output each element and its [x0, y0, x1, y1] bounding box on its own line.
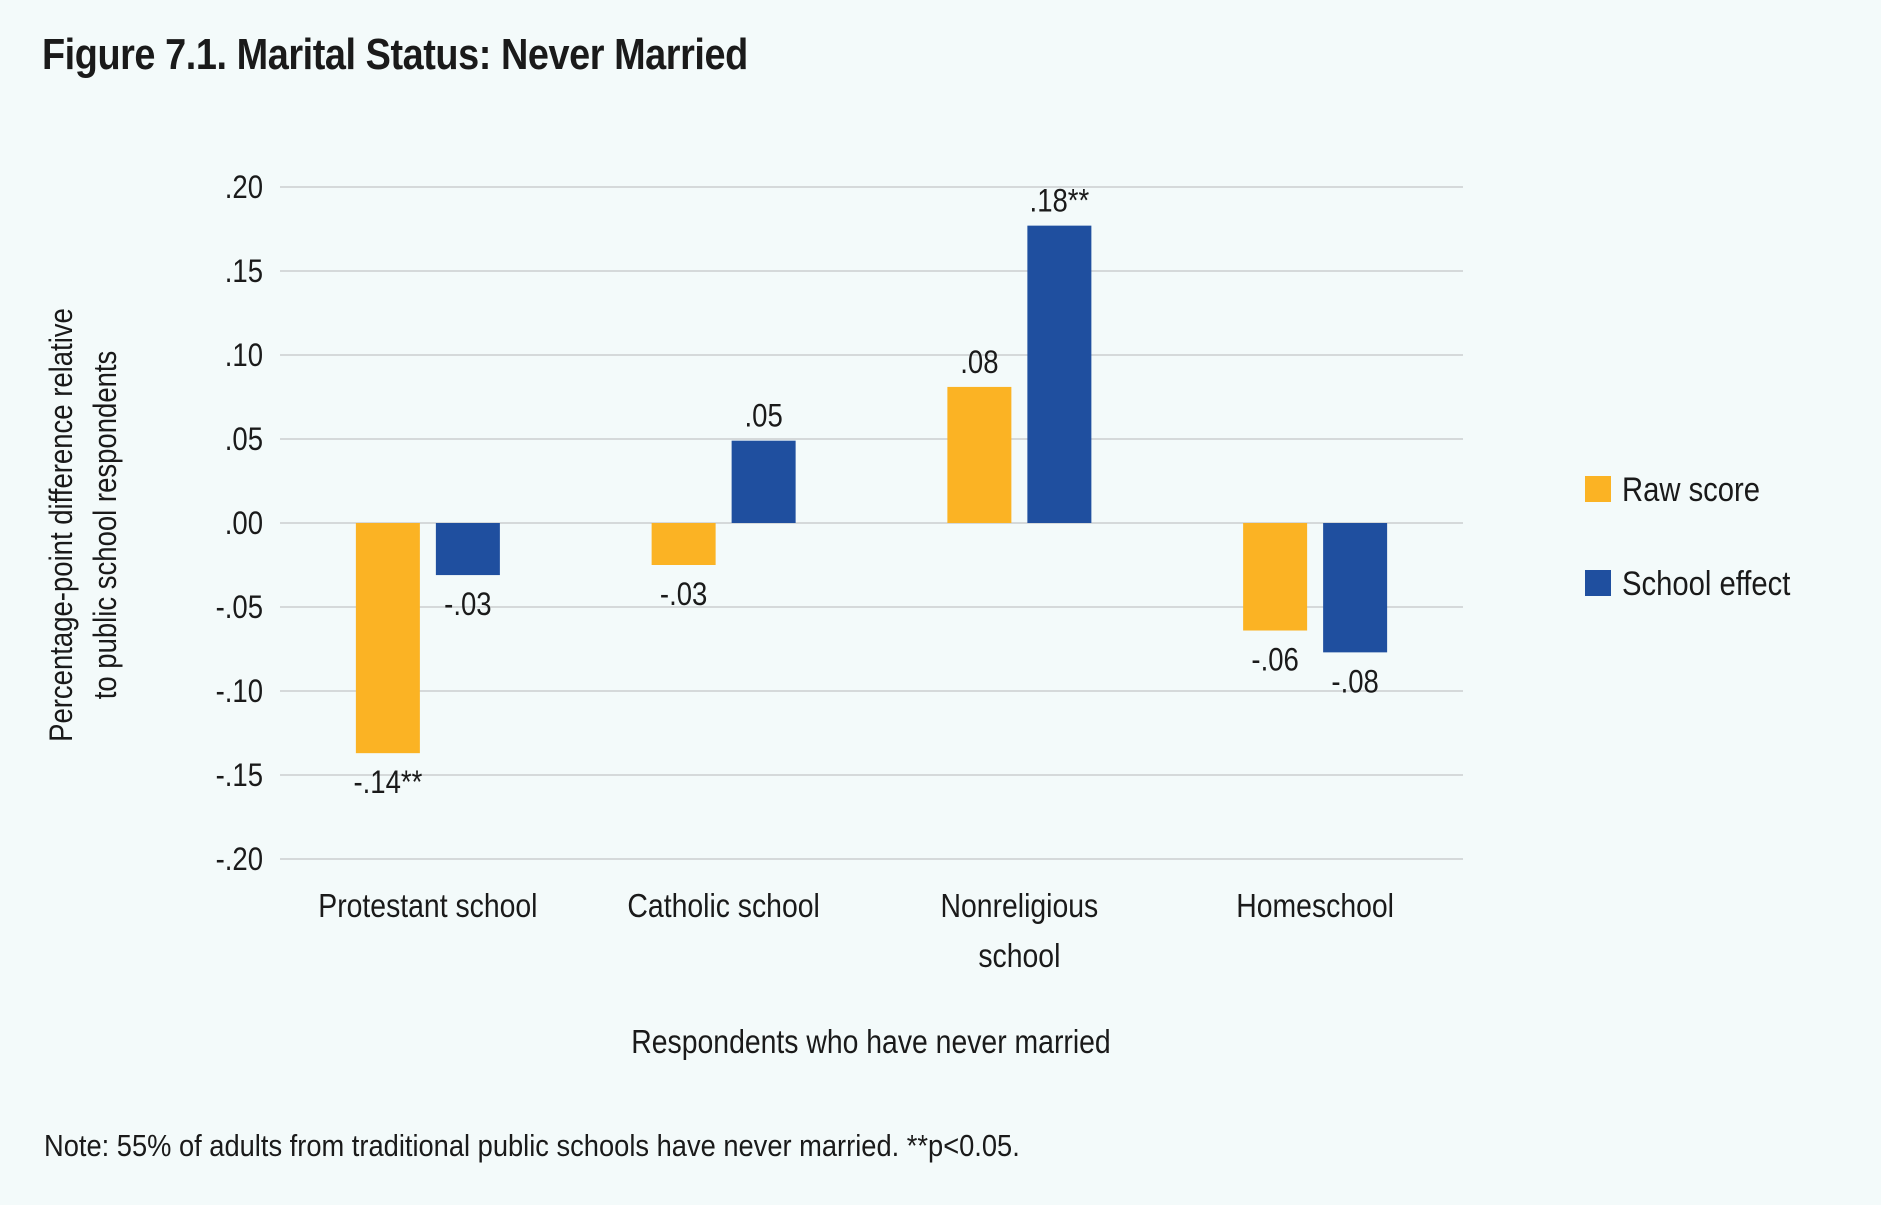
data-label: -.03 [660, 577, 707, 612]
data-label: -.03 [444, 587, 491, 622]
x-category-label: Homeschool [1236, 887, 1394, 925]
y-tick-label: .10 [225, 338, 263, 373]
bar-school-effect [1323, 523, 1388, 653]
y-axis-title: Percentage-point difference relative [44, 308, 79, 742]
bar-school-effect [731, 440, 796, 523]
x-axis-title: Respondents who have never married [631, 1023, 1110, 1061]
y-tick-label: -.15 [216, 758, 263, 793]
figure-title: Figure 7.1. Marital Status: Never Marrie… [42, 30, 748, 79]
legend-swatch [1585, 570, 1611, 596]
data-label: .05 [745, 399, 783, 434]
x-category-label: school [978, 937, 1060, 975]
x-category-label: Catholic school [627, 887, 819, 925]
data-label: -.06 [1251, 643, 1298, 678]
bar-raw-score [355, 523, 420, 754]
axis-titles: Respondents who have never married Percen… [44, 308, 1111, 1060]
y-tick-label: .05 [225, 422, 263, 457]
x-category-label: Protestant school [318, 887, 537, 925]
y-axis-ticks: .20 .15 .10 .05 .00 -.05 -.10 -.15 -.20 [216, 170, 263, 877]
y-tick-label: .20 [225, 170, 263, 205]
data-labels: -.14** -.03 -.03 .05 .08 .18** -.06 -.08 [353, 184, 1378, 801]
data-label: .18** [1030, 184, 1090, 219]
y-tick-label: .00 [225, 506, 263, 541]
y-tick-label: -.05 [216, 590, 263, 625]
legend-label: Raw score [1622, 470, 1760, 509]
gridlines [280, 186, 1463, 860]
figure-note: Note: 55% of adults from traditional pub… [44, 1128, 1020, 1163]
data-label: -.14** [353, 765, 422, 800]
bar-school-effect [1027, 225, 1092, 523]
x-category-label: Nonreligious [941, 887, 1099, 925]
legend: Raw score School effect [1585, 470, 1791, 603]
bar-school-effect [435, 523, 500, 576]
data-label: .08 [960, 345, 998, 380]
y-tick-label: -.20 [216, 842, 263, 877]
legend-label: School effect [1622, 564, 1791, 603]
y-tick-label: -.10 [216, 674, 263, 709]
x-axis-categories: Protestant school Catholic school Nonrelig… [318, 887, 1394, 975]
data-label: -.08 [1331, 664, 1378, 699]
bar-raw-score [651, 523, 716, 565]
legend-swatch [1585, 476, 1611, 502]
bars [355, 225, 1388, 754]
bar-raw-score [1243, 523, 1308, 631]
y-tick-label: .15 [225, 254, 263, 289]
bar-raw-score [947, 386, 1012, 523]
y-axis-title: to public school respondents [88, 351, 123, 700]
